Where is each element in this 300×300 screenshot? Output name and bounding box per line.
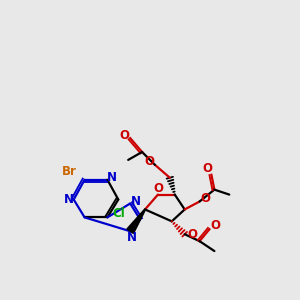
Text: N: N [64, 193, 74, 206]
Text: O: O [202, 162, 212, 175]
Text: N: N [107, 171, 117, 184]
Text: N: N [127, 231, 137, 244]
Text: O: O [153, 182, 163, 195]
Text: O: O [119, 129, 129, 142]
Text: O: O [200, 192, 211, 205]
Text: Br: Br [62, 165, 77, 178]
Text: Cl: Cl [112, 207, 125, 220]
Text: O: O [188, 228, 198, 241]
Text: O: O [210, 219, 220, 232]
Text: O: O [144, 155, 154, 168]
Polygon shape [127, 209, 146, 233]
Text: N: N [131, 195, 141, 208]
